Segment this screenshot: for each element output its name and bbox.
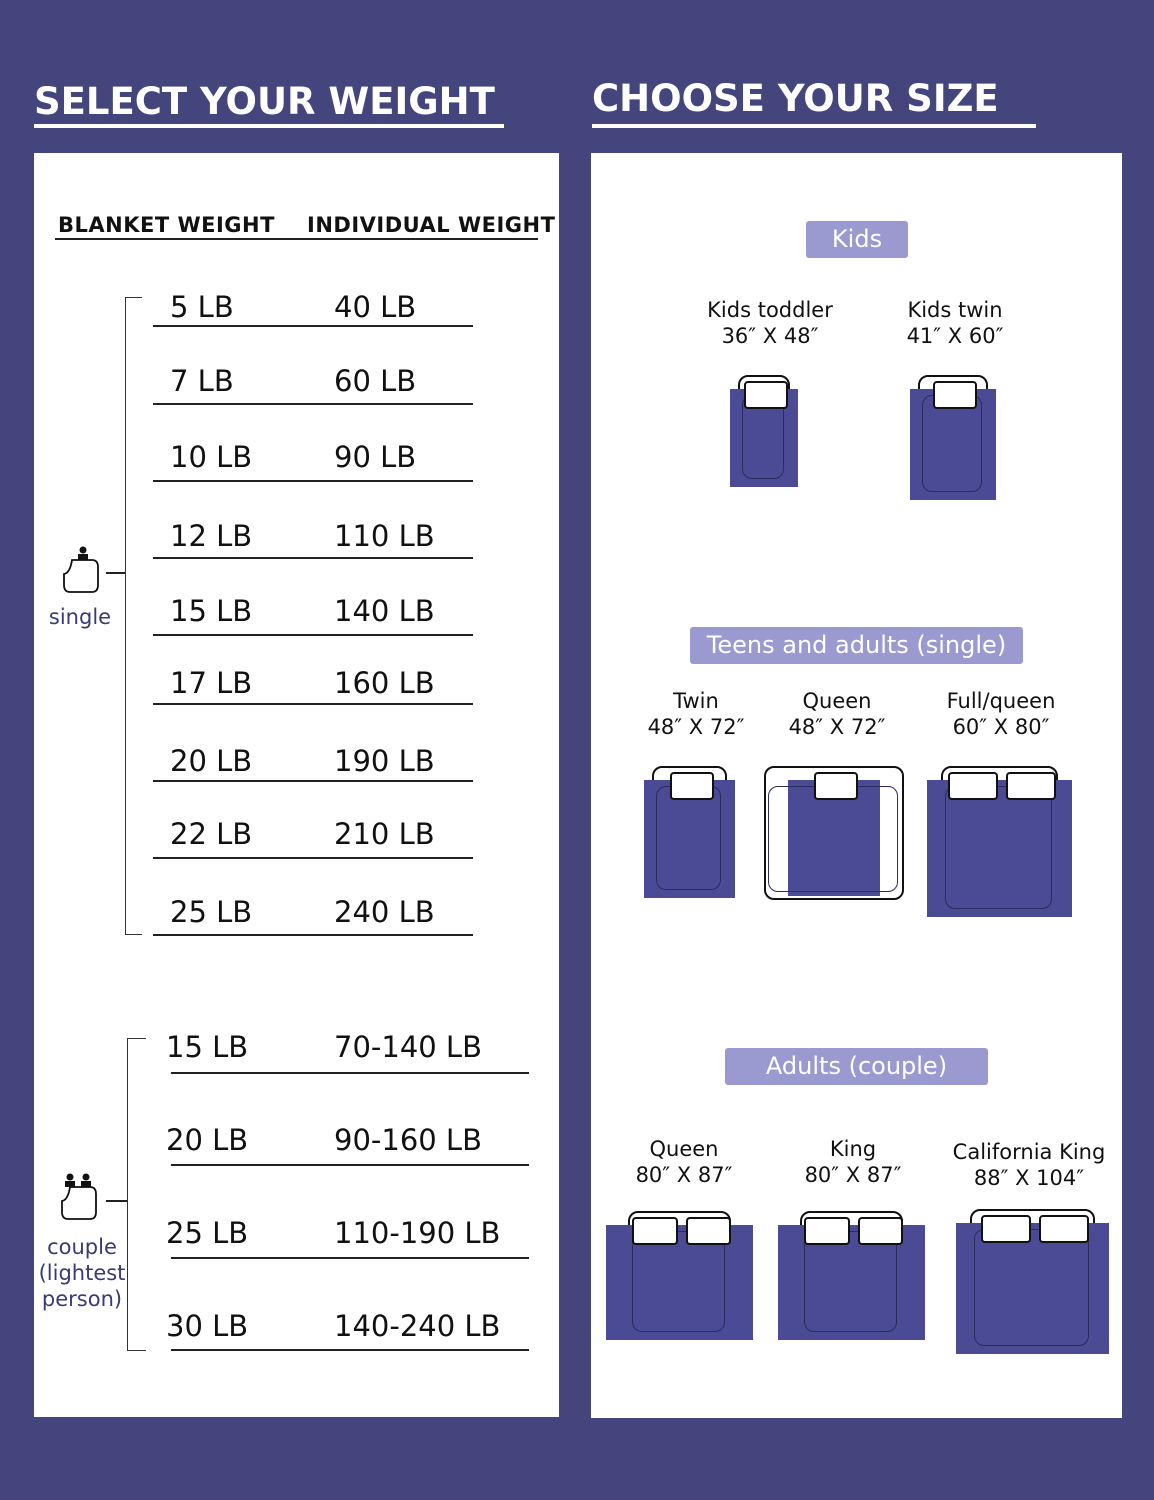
bed-dimensions: 36″ X 48″ xyxy=(721,324,819,348)
bed-size-label: Twin 48″ X 72″ xyxy=(606,688,786,740)
bed-size-label: King 80″ X 87″ xyxy=(763,1136,943,1188)
blanket-weight-value: 20 LB xyxy=(166,1123,249,1157)
pillow-icon xyxy=(1005,772,1056,800)
bed-dimensions: 88″ X 104″ xyxy=(973,1166,1085,1190)
individual-weight-value: 90 LB xyxy=(334,440,417,474)
individual-weight-value: 40 LB xyxy=(334,290,417,324)
row-divider xyxy=(171,1349,529,1351)
size-category-tag: Adults (couple) xyxy=(725,1048,988,1085)
weight-panel xyxy=(34,153,559,1417)
row-divider xyxy=(153,934,473,936)
blanket-weight-value: 10 LB xyxy=(170,440,253,474)
row-divider xyxy=(171,1257,529,1259)
couple-bracket xyxy=(127,1038,146,1351)
pillow-icon xyxy=(632,1217,678,1245)
bed-size-label: Queen 80″ X 87″ xyxy=(594,1136,774,1188)
pillow-icon xyxy=(814,772,858,800)
blanket-weight-value: 5 LB xyxy=(170,290,234,324)
row-divider xyxy=(171,1164,529,1166)
pillow-icon xyxy=(744,381,788,409)
bed-name: Twin xyxy=(673,689,719,713)
individual-weight-value: 160 LB xyxy=(334,666,435,700)
pillow-icon xyxy=(933,381,977,409)
couple-blanket-icon xyxy=(61,1173,97,1220)
row-divider xyxy=(171,1072,529,1074)
bed-name: Full/queen xyxy=(946,689,1056,713)
pillow-icon xyxy=(947,772,998,800)
row-divider xyxy=(153,557,473,559)
size-category-tag: Teens and adults (single) xyxy=(690,627,1023,664)
bed-dimensions: 41″ X 60″ xyxy=(906,324,1004,348)
bracket-connector xyxy=(106,1200,127,1202)
pillow-icon xyxy=(1038,1215,1089,1243)
bed-name: Kids toddler xyxy=(707,298,833,322)
bed-name: Queen xyxy=(649,1137,719,1161)
individual-weight-value: 60 LB xyxy=(334,364,417,398)
bed-size-label: California King 88″ X 104″ xyxy=(939,1139,1119,1191)
individual-weight-value: 240 LB xyxy=(334,895,435,929)
blanket-weight-value: 12 LB xyxy=(170,519,253,553)
blanket-weight-value: 22 LB xyxy=(170,817,253,851)
bed-size-label: Full/queen 60″ X 80″ xyxy=(911,688,1091,740)
row-divider xyxy=(153,703,473,705)
single-bracket xyxy=(125,297,142,935)
row-divider xyxy=(153,480,473,482)
pillow-icon xyxy=(685,1217,731,1245)
bed-size-label: Queen 48″ X 72″ xyxy=(747,688,927,740)
individual-weight-value: 210 LB xyxy=(334,817,435,851)
individual-weight-value: 110 LB xyxy=(334,519,435,553)
row-divider xyxy=(153,857,473,859)
weight-heading: SELECT YOUR WEIGHT xyxy=(34,80,495,123)
heading-underline xyxy=(592,124,1036,128)
blanket-weight-value: 25 LB xyxy=(170,895,253,929)
header-divider xyxy=(55,238,538,240)
blanket-weight-value: 15 LB xyxy=(170,594,253,628)
row-divider xyxy=(153,780,473,782)
individual-weight-value: 140-240 LB xyxy=(334,1309,501,1343)
couple-label: couple (lightest person) xyxy=(38,1235,126,1311)
bed-name: Kids twin xyxy=(907,298,1003,322)
individual-weight-value: 90-160 LB xyxy=(334,1123,482,1157)
blanket-weight-value: 15 LB xyxy=(166,1030,249,1064)
blanket-weight-value: 25 LB xyxy=(166,1216,249,1250)
bed-dimensions: 48″ X 72″ xyxy=(788,715,886,739)
heading-underline xyxy=(34,124,504,128)
pillow-icon xyxy=(804,1217,850,1245)
blanket-weight-value: 30 LB xyxy=(166,1309,249,1343)
bed-name: King xyxy=(829,1137,877,1161)
individual-weight-value: 110-190 LB xyxy=(334,1216,501,1250)
bed-size-label: Kids twin 41″ X 60″ xyxy=(865,297,1045,349)
size-category-tag: Kids xyxy=(806,221,908,258)
individual-weight-value: 70-140 LB xyxy=(334,1030,482,1064)
bed-dimensions: 80″ X 87″ xyxy=(804,1163,902,1187)
blanket-weight-value: 20 LB xyxy=(170,744,253,778)
individual-weight-value: 190 LB xyxy=(334,744,435,778)
row-divider xyxy=(153,403,473,405)
blanket-weight-header: BLANKET WEIGHT xyxy=(58,213,275,237)
row-divider xyxy=(153,325,473,327)
blanket-weight-value: 17 LB xyxy=(170,666,253,700)
bracket-connector xyxy=(106,572,125,574)
bed-size-label: Kids toddler 36″ X 48″ xyxy=(680,297,860,349)
individual-weight-value: 140 LB xyxy=(334,594,435,628)
bed-dimensions: 48″ X 72″ xyxy=(647,715,745,739)
bed-name: Queen xyxy=(802,689,872,713)
pillow-icon xyxy=(980,1215,1031,1243)
single-blanket-icon xyxy=(63,546,99,593)
bed-dimensions: 60″ X 80″ xyxy=(952,715,1050,739)
individual-weight-header: INDIVIDUAL WEIGHT xyxy=(307,213,556,237)
pillow-icon xyxy=(857,1217,903,1245)
blanket-weight-value: 7 LB xyxy=(170,364,234,398)
bed-name: California King xyxy=(952,1140,1106,1164)
row-divider xyxy=(153,634,473,636)
bed-dimensions: 80″ X 87″ xyxy=(635,1163,733,1187)
size-heading: CHOOSE YOUR SIZE xyxy=(592,77,999,120)
single-label: single xyxy=(48,605,112,629)
pillow-icon xyxy=(669,772,714,800)
